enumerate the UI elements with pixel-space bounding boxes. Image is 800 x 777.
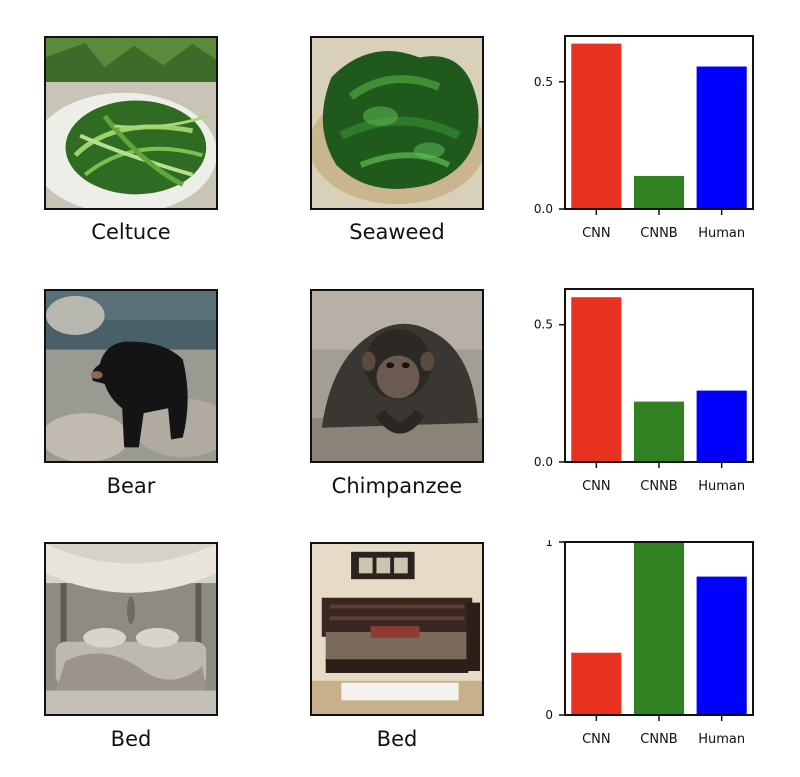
bar-cnn: [571, 297, 622, 462]
bar-cnnb: [633, 401, 685, 462]
seaweed-image: [310, 36, 484, 210]
x-tick-label: CNN: [582, 732, 611, 747]
bar-cnnb: [633, 175, 685, 209]
chimpanzee-caption: Chimpanzee: [331, 474, 463, 498]
y-tick-label: 0.5: [534, 75, 553, 89]
chimpanzee-image: [310, 289, 484, 463]
bed-caption-1: Bed: [110, 727, 152, 751]
celtuce-caption: Celtuce: [91, 220, 171, 244]
bed-image-1: [44, 542, 218, 716]
x-tick-label: CNNB: [640, 732, 677, 747]
seaweed-photo: [312, 38, 482, 208]
bar-human: [696, 390, 747, 462]
y-tick-label: 0.5: [534, 318, 553, 332]
bed-photo-dim: [46, 544, 216, 714]
bar-chart-row-2: 0.0 0.5 CNN CNNB Human: [534, 288, 754, 494]
celtuce-photo: [46, 38, 216, 208]
bar-human: [696, 576, 747, 715]
y-tick-label: 0.0: [534, 455, 553, 469]
y-tick-label: 0: [545, 708, 553, 722]
x-tick-label: CNNB: [640, 479, 677, 494]
x-tick-label: CNNB: [640, 226, 677, 241]
bed-caption-2: Bed: [376, 727, 418, 751]
bear-image: [44, 289, 218, 463]
x-tick-label: Human: [698, 732, 745, 747]
x-tick-label: CNN: [582, 479, 611, 494]
bar-cnn: [571, 652, 622, 715]
bar-cnnb: [633, 542, 685, 715]
bed-image-2: [310, 542, 484, 716]
x-tick-label: Human: [698, 226, 745, 241]
chimpanzee-photo: [312, 291, 482, 461]
bar-chart-row-3: 0 1 CNN CNNB Human: [545, 540, 754, 747]
x-tick-label: Human: [698, 479, 745, 494]
x-tick-label: CNN: [582, 226, 611, 241]
celtuce-image: [44, 36, 218, 210]
bar-human: [696, 66, 747, 209]
y-tick-label: 1: [545, 540, 553, 549]
bear-photo: [46, 291, 216, 461]
seaweed-caption: Seaweed: [349, 220, 445, 244]
y-tick-label: 0.0: [534, 202, 553, 216]
bar-chart-row-1: 0.0 0.5 CNN CNNB Human: [534, 35, 754, 241]
bar-cnn: [571, 43, 622, 209]
bear-caption: Bear: [106, 474, 156, 498]
bed-photo-wood: [312, 544, 482, 714]
